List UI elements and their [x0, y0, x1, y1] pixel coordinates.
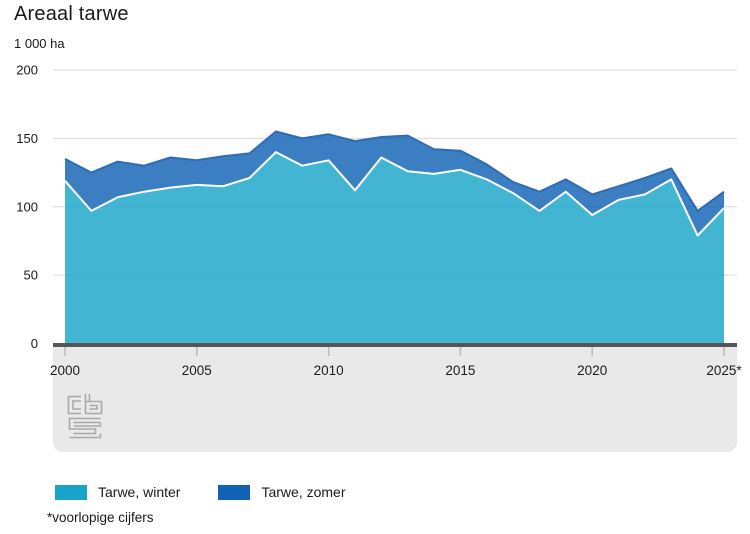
chart-title: Areaal tarwe	[14, 3, 129, 25]
cbs-logo-b	[84, 393, 103, 415]
legend-label-tarwe-zomer: Tarwe, zomer	[261, 484, 346, 500]
area-tarwe-zomer	[65, 131, 724, 236]
cbs-logo	[67, 393, 103, 439]
legend-item-tarwe-winter: Tarwe, winter	[55, 484, 180, 500]
y-tick-label-200: 200	[16, 63, 38, 78]
edge-line-tarwe-zomer	[64, 130, 725, 212]
y-tick-label-0: 0	[31, 336, 38, 351]
footnote: *voorlopige cijfers	[47, 510, 154, 525]
x-axis-band	[53, 347, 737, 452]
legend: Tarwe, winter Tarwe, zomer	[55, 484, 346, 500]
y-axis-unit-label: 1 000 ha	[14, 36, 65, 51]
edge-line-tarwe-winter	[64, 151, 725, 237]
cbs-logo-s	[68, 417, 102, 439]
y-tick-label-150: 150	[16, 131, 38, 146]
legend-swatch-tarwe-winter	[55, 484, 87, 500]
cbs-logo-c	[67, 395, 81, 415]
area-tarwe-winter	[65, 152, 724, 344]
legend-label-tarwe-winter: Tarwe, winter	[98, 484, 181, 500]
y-tick-label-50: 50	[24, 268, 38, 283]
legend-item-tarwe-zomer: Tarwe, zomer	[218, 484, 346, 500]
y-tick-label-100: 100	[16, 199, 38, 214]
legend-swatch-tarwe-zomer	[218, 484, 251, 500]
